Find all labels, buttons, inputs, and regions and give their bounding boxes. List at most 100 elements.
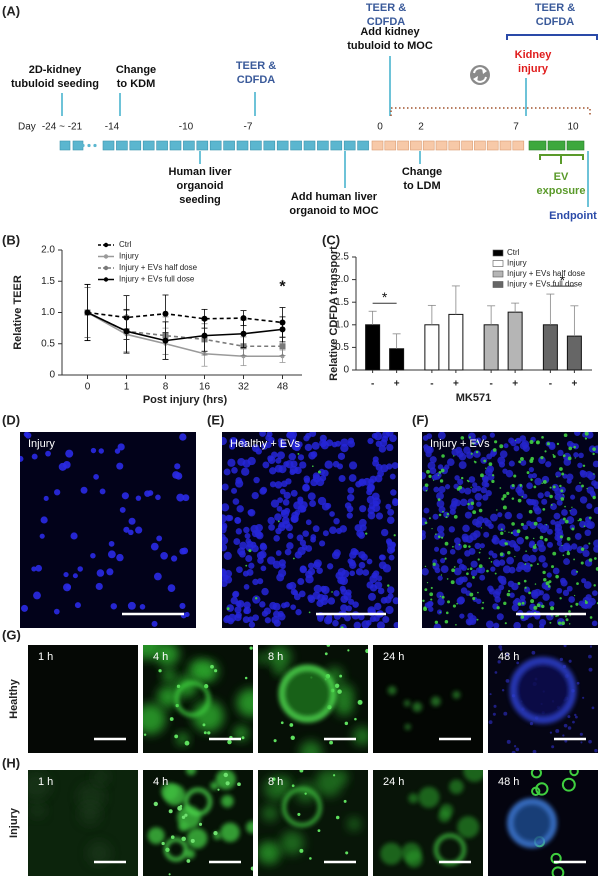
signal: [585, 594, 592, 601]
signal: [568, 623, 571, 625]
signal: [214, 669, 218, 673]
signal: [436, 492, 444, 500]
signal: [561, 509, 568, 516]
signal: [261, 587, 269, 596]
signal: [389, 434, 397, 443]
signal: [593, 507, 598, 514]
signal: [53, 608, 60, 615]
signal: [255, 523, 263, 532]
signal: [528, 473, 534, 479]
signal: [337, 452, 346, 460]
signal: [385, 503, 392, 510]
signal: [327, 597, 336, 605]
signal: [261, 610, 268, 617]
signal: [262, 461, 270, 469]
signal: [467, 568, 469, 570]
timeline-annotation: seeding: [179, 194, 221, 206]
significance: *: [560, 272, 566, 288]
day-block: [276, 140, 289, 151]
signal: [392, 499, 398, 507]
signal: [299, 770, 304, 773]
signal: [340, 588, 348, 596]
signal: [260, 486, 268, 494]
signal: [501, 497, 505, 501]
signal: [571, 527, 575, 531]
signal: [114, 448, 121, 454]
signal: [454, 475, 460, 481]
signal: [577, 462, 583, 469]
signal: [262, 805, 278, 822]
y-tick-label: 1.5: [41, 276, 55, 287]
signal: [426, 469, 430, 474]
signal: [561, 544, 563, 547]
signal: [560, 497, 565, 501]
signal: [506, 491, 510, 496]
signal: [317, 829, 321, 833]
signal: [450, 500, 458, 508]
legend-label: Injury + EVs half dose: [119, 263, 198, 272]
signal: [387, 593, 394, 600]
timeline-tick: 10: [567, 122, 579, 133]
timeline-annotation: TEER &: [366, 2, 406, 14]
signal: [466, 582, 473, 588]
signal: [424, 521, 428, 525]
signal: [186, 859, 191, 863]
signal: [583, 525, 586, 528]
timeline-annotation: tubuloid to MOC: [347, 40, 433, 52]
signal: [251, 491, 259, 500]
signal: [391, 462, 398, 470]
day-block: [223, 140, 235, 151]
timeline-tick: 7: [513, 122, 519, 133]
x-tick-label: +: [453, 379, 459, 390]
signal: [459, 613, 465, 619]
signal: [564, 519, 569, 524]
signal: [507, 551, 511, 555]
signal: [571, 506, 573, 508]
signal: [266, 432, 273, 438]
signal: [581, 578, 587, 584]
signal: [472, 518, 480, 526]
signal: [441, 536, 444, 539]
signal: [418, 786, 440, 808]
signal: [513, 545, 521, 552]
signal: [464, 550, 471, 557]
signal: [431, 528, 433, 530]
signal: [449, 779, 464, 795]
signal: [275, 457, 282, 464]
image-label: 1 h: [38, 776, 53, 788]
signal: [291, 784, 295, 788]
signal: [296, 534, 304, 542]
signal: [556, 540, 562, 546]
signal: [277, 612, 286, 621]
signal: [439, 595, 442, 598]
timeline-annotation: tubuloid seeding: [11, 78, 99, 90]
signal: [278, 465, 287, 474]
signal: [331, 591, 333, 593]
signal: [184, 611, 190, 618]
signal: [346, 493, 355, 502]
signal: [156, 535, 163, 542]
signal: [488, 720, 493, 725]
signal: [340, 595, 349, 603]
signal: [422, 472, 427, 480]
signal: [335, 815, 340, 820]
signal: [575, 602, 579, 606]
legend-label: Injury: [119, 252, 139, 261]
signal: [65, 584, 72, 590]
signal: [520, 459, 527, 466]
signal: [531, 786, 541, 796]
signal: [587, 601, 593, 608]
timeline-annotation: Add kidney: [360, 26, 420, 38]
signal: [340, 604, 348, 612]
signal: [508, 590, 511, 593]
signal: [297, 812, 301, 816]
signal: [326, 645, 331, 647]
signal: [511, 582, 519, 591]
image-label: Injury + EVs: [430, 438, 490, 450]
signal: [305, 432, 312, 439]
signal: [456, 558, 463, 564]
day-block: [169, 140, 182, 151]
signal: [433, 623, 442, 628]
bar: [389, 348, 405, 371]
signal: [123, 526, 130, 533]
